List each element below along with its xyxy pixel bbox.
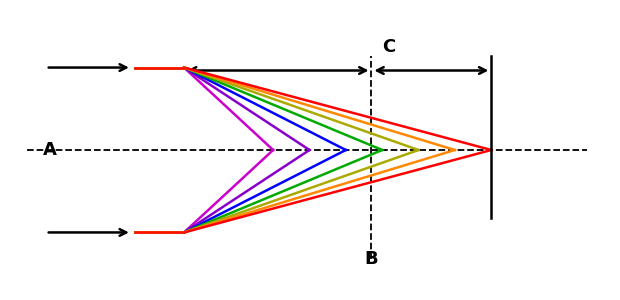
Text: B: B [365, 250, 378, 268]
Text: C: C [383, 38, 396, 56]
Text: A: A [43, 141, 56, 159]
